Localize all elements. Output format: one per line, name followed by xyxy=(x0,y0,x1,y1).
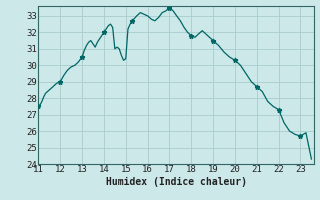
X-axis label: Humidex (Indice chaleur): Humidex (Indice chaleur) xyxy=(106,177,246,187)
